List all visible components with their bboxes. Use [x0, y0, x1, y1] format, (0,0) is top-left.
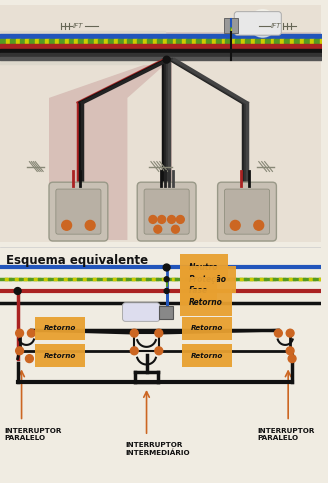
Circle shape: [132, 305, 148, 320]
Text: Esquema equivalente: Esquema equivalente: [6, 254, 148, 267]
Circle shape: [85, 220, 95, 230]
Text: Retorno: Retorno: [44, 325, 76, 331]
Circle shape: [230, 220, 240, 230]
FancyBboxPatch shape: [144, 189, 189, 234]
Circle shape: [62, 220, 72, 230]
Circle shape: [130, 329, 138, 337]
Circle shape: [154, 226, 162, 233]
Text: IFT: IFT: [73, 23, 84, 29]
Circle shape: [16, 347, 24, 355]
Polygon shape: [162, 59, 172, 240]
Circle shape: [286, 347, 294, 355]
Text: Fase: Fase: [189, 286, 208, 296]
Circle shape: [275, 329, 282, 337]
FancyBboxPatch shape: [217, 182, 277, 241]
Circle shape: [16, 329, 24, 337]
Circle shape: [26, 355, 33, 363]
Text: Retorno: Retorno: [189, 298, 223, 307]
Circle shape: [249, 10, 277, 37]
Circle shape: [176, 215, 184, 223]
FancyBboxPatch shape: [224, 17, 238, 33]
Polygon shape: [49, 59, 172, 240]
Circle shape: [155, 329, 163, 337]
FancyBboxPatch shape: [137, 182, 196, 241]
FancyBboxPatch shape: [234, 12, 281, 35]
Text: INTERRUPTOR
PARALELO: INTERRUPTOR PARALELO: [258, 428, 315, 441]
FancyBboxPatch shape: [56, 189, 101, 234]
Text: INTERRUPTOR
PARALELO: INTERRUPTOR PARALELO: [4, 428, 61, 441]
Circle shape: [164, 277, 169, 282]
Circle shape: [163, 264, 170, 271]
FancyBboxPatch shape: [49, 182, 108, 241]
Text: Neutro: Neutro: [189, 263, 219, 272]
FancyBboxPatch shape: [224, 189, 270, 234]
Circle shape: [28, 329, 35, 337]
Text: IFT: IFT: [271, 23, 282, 29]
Circle shape: [14, 287, 21, 295]
Text: INTERRUPTOR
INTERMEDIÁRIO: INTERRUPTOR INTERMEDIÁRIO: [125, 442, 190, 455]
Circle shape: [163, 56, 170, 63]
Polygon shape: [0, 32, 321, 59]
Circle shape: [155, 347, 163, 355]
Circle shape: [130, 347, 138, 355]
Circle shape: [149, 215, 157, 223]
Text: Retorno: Retorno: [191, 353, 223, 359]
Circle shape: [158, 215, 166, 223]
Circle shape: [164, 288, 169, 294]
Circle shape: [172, 226, 179, 233]
Circle shape: [254, 220, 264, 230]
FancyBboxPatch shape: [123, 303, 160, 321]
Text: Retorno: Retorno: [191, 325, 223, 331]
Text: Proteção: Proteção: [189, 275, 227, 284]
FancyBboxPatch shape: [159, 306, 174, 319]
Circle shape: [286, 329, 294, 337]
Circle shape: [168, 215, 175, 223]
Text: Retorno: Retorno: [44, 353, 76, 359]
Circle shape: [288, 355, 296, 363]
FancyBboxPatch shape: [0, 5, 321, 242]
